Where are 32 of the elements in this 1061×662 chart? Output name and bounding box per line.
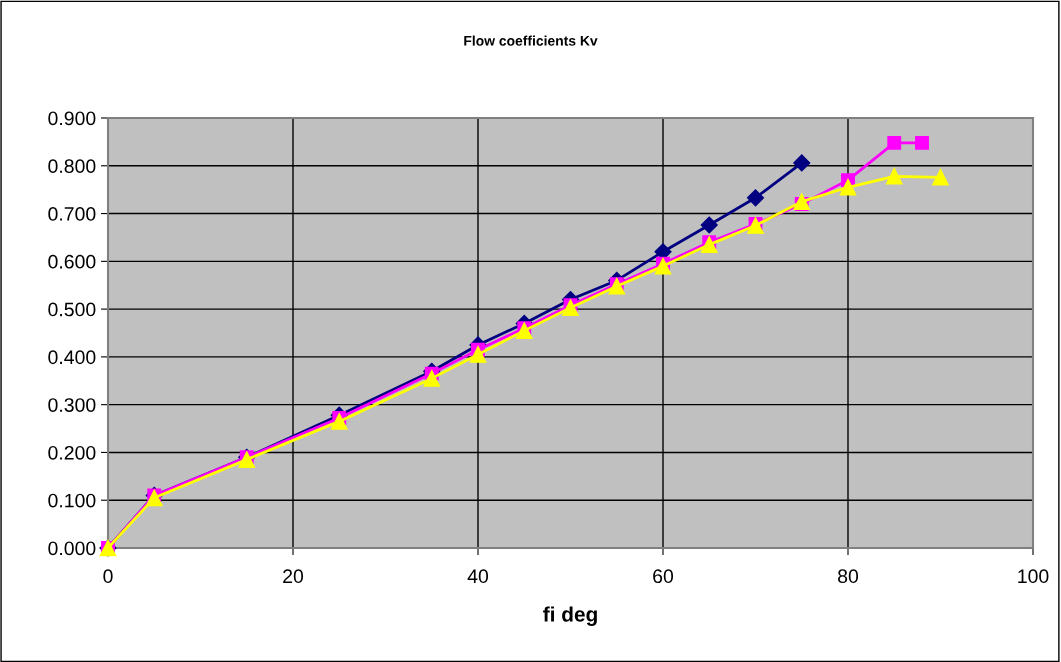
point <box>839 178 857 196</box>
x-tick-label: 20 <box>283 569 304 584</box>
y-tick-label: 0.600 <box>48 254 96 269</box>
point <box>423 370 441 387</box>
y-tick-label: 0.400 <box>48 350 96 365</box>
y-tick-label: 0.700 <box>48 207 96 221</box>
point <box>562 299 579 317</box>
y-tick-label: 0.900 <box>48 111 96 126</box>
y-tick-label: 0.000 <box>48 541 96 556</box>
x-tick-label: 0 <box>103 569 113 584</box>
point <box>932 168 949 186</box>
point <box>793 193 811 210</box>
point <box>746 189 765 207</box>
point <box>654 257 672 275</box>
y-tick-label: 0.800 <box>48 159 96 174</box>
point <box>700 216 718 234</box>
y-tick-label: 0.500 <box>48 302 96 317</box>
y-tick-label: 0.300 <box>48 398 96 412</box>
x-tick-label: 80 <box>838 569 859 584</box>
point <box>330 413 348 430</box>
x-axis-title: fi deg <box>543 606 597 626</box>
point <box>915 135 929 150</box>
y-tick-label: 0.200 <box>48 445 96 460</box>
x-tick-label: 40 <box>467 569 489 584</box>
y-tick-label: 0.100 <box>48 493 96 508</box>
chart-title: Flow coefficients Kv <box>464 35 598 46</box>
point <box>793 154 811 172</box>
x-tick-label: 100 <box>1018 569 1049 584</box>
point <box>469 346 487 363</box>
x-tick-label: 60 <box>653 569 674 584</box>
point <box>885 167 903 185</box>
point <box>887 135 902 150</box>
